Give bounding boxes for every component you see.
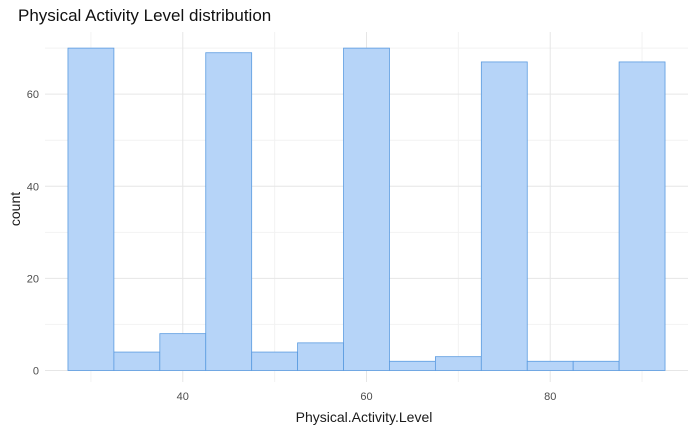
y-tick-label: 20 [27, 273, 39, 285]
y-tick-label: 0 [33, 365, 39, 377]
chart-title: Physical Activity Level distribution [18, 6, 272, 25]
y-tick-label: 40 [27, 181, 39, 193]
histogram-bar [159, 333, 207, 371]
x-tick-label: 40 [177, 391, 189, 403]
histogram-bar [434, 356, 482, 371]
y-axis-ticks: 0 20 40 60 [27, 89, 39, 377]
histogram-bars [67, 47, 666, 371]
histogram-bar [572, 360, 620, 371]
x-axis-label: Physical.Activity.Level [296, 409, 433, 425]
histogram-bar [343, 47, 390, 371]
histogram-bar [113, 351, 161, 371]
histogram-bar [618, 61, 666, 371]
histogram-bar [67, 47, 115, 371]
x-tick-label: 60 [360, 391, 372, 403]
y-axis-label: count [7, 192, 23, 226]
y-tick-label: 60 [27, 89, 39, 101]
histogram-bar [526, 360, 574, 371]
x-axis-ticks: 40 60 80 [177, 391, 557, 403]
histogram-bar [251, 351, 299, 371]
histogram-bar [205, 52, 253, 371]
histogram-bar [480, 61, 528, 371]
histogram-bar [389, 360, 436, 371]
x-tick-label: 80 [544, 391, 556, 403]
histogram-bar [297, 342, 344, 371]
